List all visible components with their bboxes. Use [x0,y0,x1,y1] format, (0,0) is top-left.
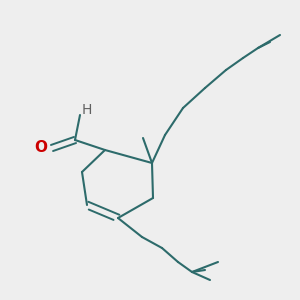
Text: H: H [82,103,92,117]
Text: O: O [34,140,47,155]
